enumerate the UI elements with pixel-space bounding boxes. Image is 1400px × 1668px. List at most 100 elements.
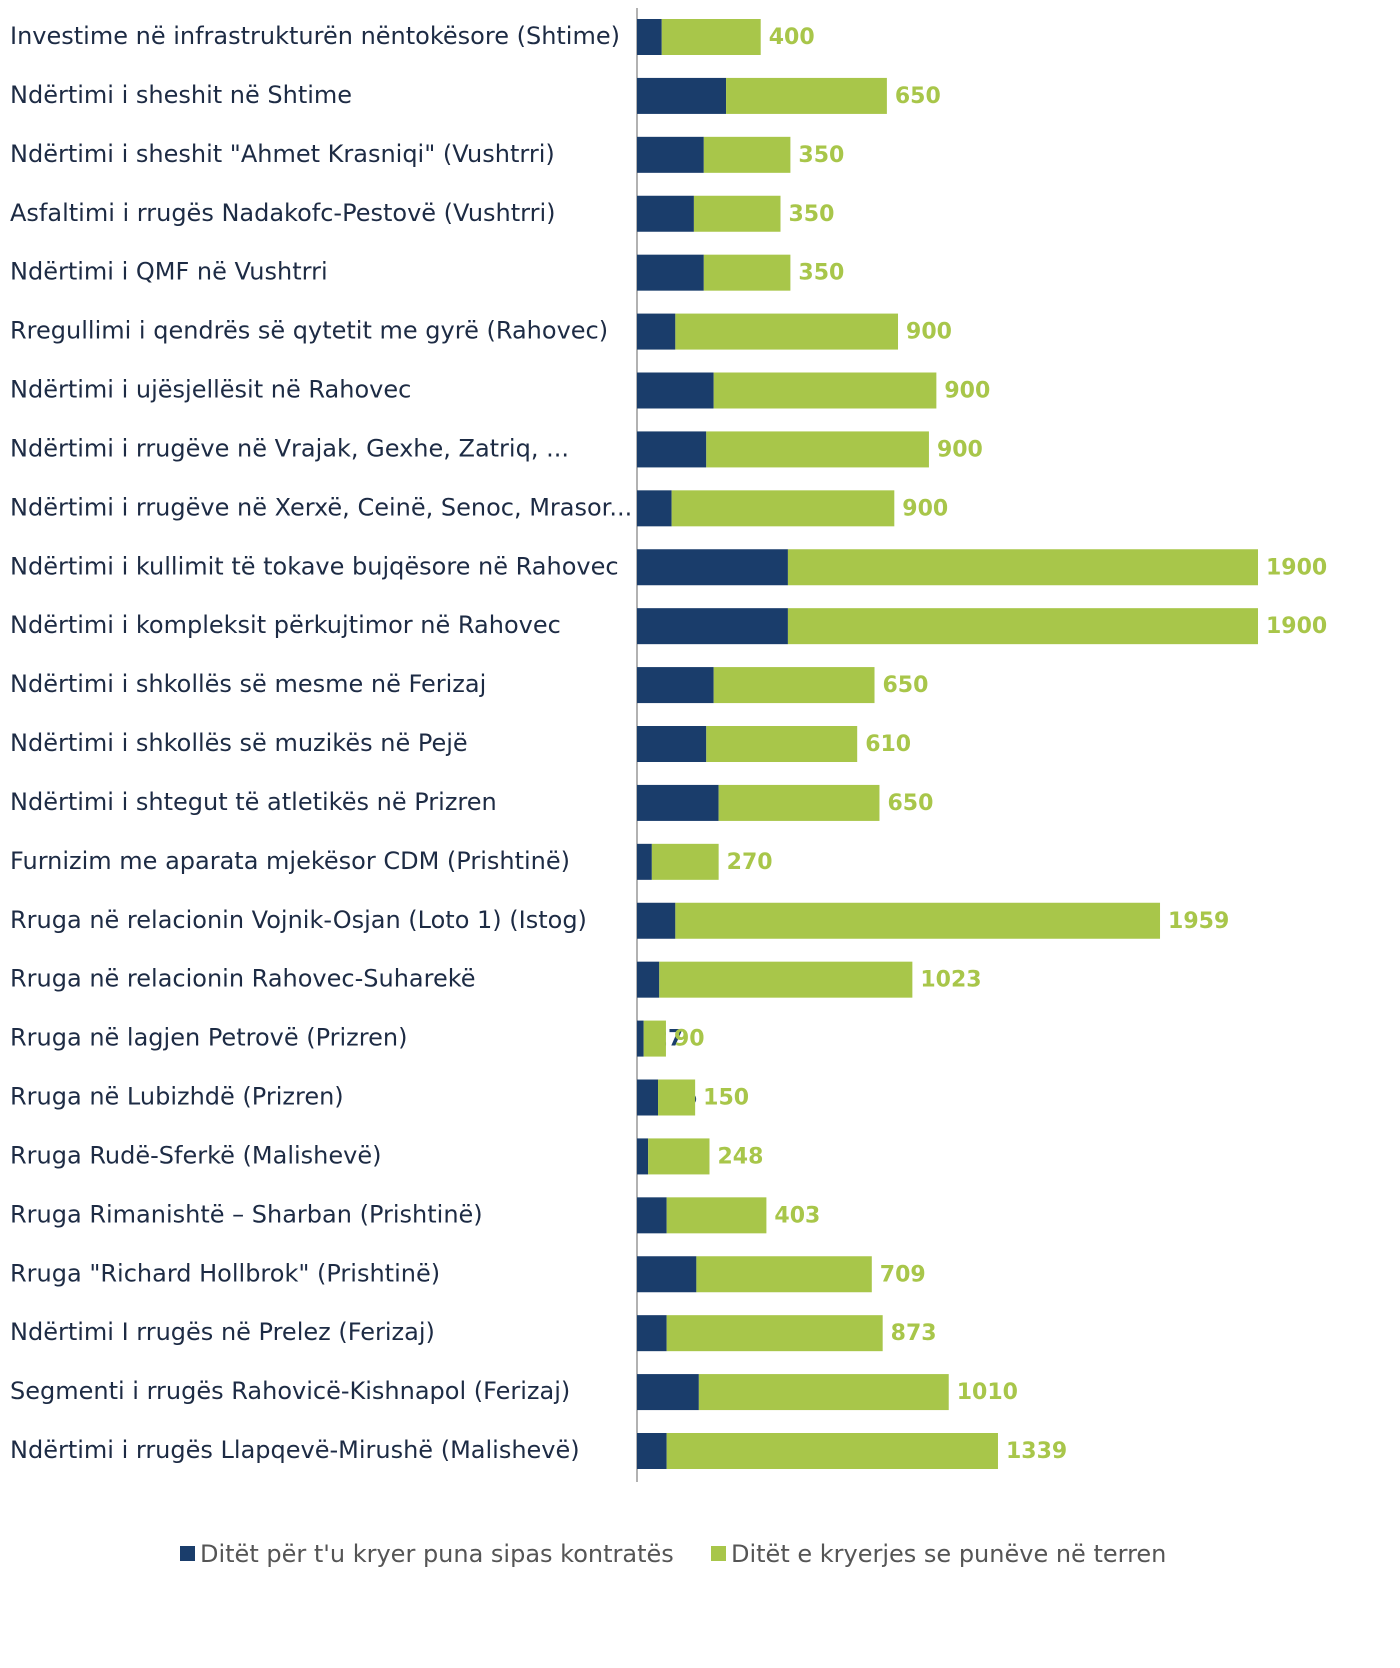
- category-label: Rruga në relacionin Rahovec-Suharekë: [10, 965, 476, 993]
- bar-segment: [726, 77, 887, 114]
- bar-segment: [637, 313, 676, 350]
- category-label: Rruga në Lubizhdë (Prizren): [10, 1083, 344, 1111]
- bar-segment: [666, 1433, 998, 1469]
- value-label: 650: [895, 84, 941, 109]
- value-label: 1010: [957, 1380, 1018, 1405]
- value-label: 650: [883, 673, 929, 698]
- bar-segment: [637, 1315, 667, 1352]
- bar-segment: [637, 254, 704, 291]
- category-label: Rruga në lagjen Petrovë (Prizren): [10, 1024, 407, 1052]
- bar-segment: [637, 372, 714, 409]
- bar-segment: [666, 1197, 767, 1234]
- bar-segment: [637, 1079, 659, 1116]
- value-label: 90: [674, 1027, 705, 1052]
- bar-segment: [787, 549, 1258, 586]
- category-label: Ndërtimi i sheshit në Shtime: [10, 81, 352, 109]
- bar-segment: [637, 608, 788, 645]
- value-label: 1900: [1266, 555, 1327, 580]
- bar-segment: [637, 902, 676, 939]
- value-label: 1023: [920, 968, 981, 993]
- bar-segment: [703, 254, 791, 291]
- bar-segment: [637, 1374, 699, 1411]
- bar-segment: [637, 490, 672, 527]
- value-label: 1959: [1168, 909, 1229, 934]
- category-label: Ndërtimi I rrugës në Prelez (Ferizaj): [10, 1318, 435, 1346]
- bar-segment: [637, 1138, 649, 1175]
- category-label: Asfaltimi i rrugës Nadakofc-Pestovë (Vus…: [10, 199, 556, 227]
- bar-segment: [693, 195, 781, 232]
- legend-label: Ditët e kryerjes se punëve në terren: [731, 1540, 1166, 1568]
- category-label: Ndërtimi i sheshit "Ahmet Krasniqi" (Vus…: [10, 140, 555, 168]
- category-label: Ndërtimi i rrugëve në Xerxë, Ceinë, Seno…: [10, 493, 632, 521]
- value-label: 900: [902, 496, 948, 521]
- value-label: 650: [887, 791, 933, 816]
- value-label: 900: [944, 379, 990, 404]
- bar-segment: [637, 136, 704, 173]
- category-label: Ndërtimi i shkollës së mesme në Ferizaj: [10, 670, 486, 698]
- bar-segment: [659, 961, 913, 998]
- bar-segment: [643, 1020, 666, 1057]
- category-label: Rregullimi i qendrës së qytetit me gyrë …: [10, 317, 608, 345]
- value-label: 900: [937, 437, 983, 462]
- category-label: Rruga "Richard Hollbrok" (Prishtinë): [10, 1259, 440, 1287]
- value-label: 610: [865, 732, 911, 757]
- bar-segment: [637, 1256, 697, 1293]
- value-label: 248: [717, 1144, 763, 1169]
- bar-segment: [637, 1433, 667, 1469]
- bar-segment: [703, 136, 791, 173]
- value-label: 350: [798, 143, 844, 168]
- bar-segment: [637, 843, 652, 880]
- bar-segment: [637, 667, 714, 704]
- category-label: Segmenti i rrugës Rahovicë-Kishnapol (Fe…: [10, 1377, 570, 1405]
- category-label: Rruga Rudë-Sferkë (Malishevë): [10, 1141, 381, 1169]
- bar-segment: [713, 372, 937, 409]
- bar-segment: [637, 195, 694, 232]
- bar-segment: [637, 77, 727, 114]
- bar-segment: [658, 1079, 696, 1116]
- bar-segment: [675, 902, 1161, 939]
- category-label: Investime në infrastrukturën nëntokësore…: [10, 22, 620, 50]
- bar-segment: [637, 19, 662, 55]
- category-label: Ndërtimi i kompleksit përkujtimor në Rah…: [10, 611, 561, 639]
- bar-segment: [637, 726, 707, 762]
- category-label: Rruga në relacionin Vojnik-Osjan (Loto 1…: [10, 906, 587, 934]
- value-label: 350: [798, 261, 844, 286]
- value-label: 873: [891, 1321, 937, 1346]
- bar-segment: [661, 19, 761, 55]
- value-label: 403: [774, 1203, 820, 1228]
- category-label: Ndërtimi i ujësjellësit në Rahovec: [10, 376, 411, 404]
- bar-segment: [637, 549, 788, 586]
- bar-segment: [637, 961, 660, 998]
- category-label: Ndërtimi i shtegut të atletikës në Prizr…: [10, 788, 497, 816]
- bar-segment: [706, 431, 929, 468]
- bar-segment: [675, 313, 899, 350]
- value-label: 150: [703, 1086, 749, 1111]
- legend-label: Ditët për t'u kryer puna sipas kontratës: [200, 1540, 674, 1568]
- category-label: Rruga Rimanishtë – Sharban (Prishtinë): [10, 1200, 483, 1228]
- value-label: 350: [788, 202, 834, 227]
- value-label: 270: [727, 850, 773, 875]
- bar-segment: [637, 1020, 644, 1057]
- bar-segment: [696, 1256, 872, 1293]
- bar-segment: [666, 1315, 883, 1352]
- value-label: 1900: [1266, 614, 1327, 639]
- value-label: 1339: [1006, 1439, 1067, 1464]
- bar-segment: [698, 1374, 949, 1411]
- bar-segment: [718, 784, 880, 821]
- bar-segment: [637, 784, 719, 821]
- category-label: Ndërtimi i kullimit të tokave bujqësore …: [10, 552, 619, 580]
- value-label: 900: [906, 320, 952, 345]
- value-label: 400: [769, 25, 815, 50]
- bar-segment: [651, 843, 719, 880]
- bar-segment: [637, 431, 707, 468]
- bar-segment: [637, 1197, 667, 1234]
- category-label: Ndërtimi i shkollës së muzikës në Pejë: [10, 729, 468, 757]
- bar-segment: [706, 726, 858, 762]
- bar-segment: [648, 1138, 710, 1175]
- bar-segment: [713, 667, 875, 704]
- bar-segment: [787, 608, 1258, 645]
- bar-segment: [671, 490, 895, 527]
- category-label: Furnizim me aparata mjekësor CDM (Prisht…: [10, 847, 570, 875]
- legend-swatch: [180, 1546, 195, 1561]
